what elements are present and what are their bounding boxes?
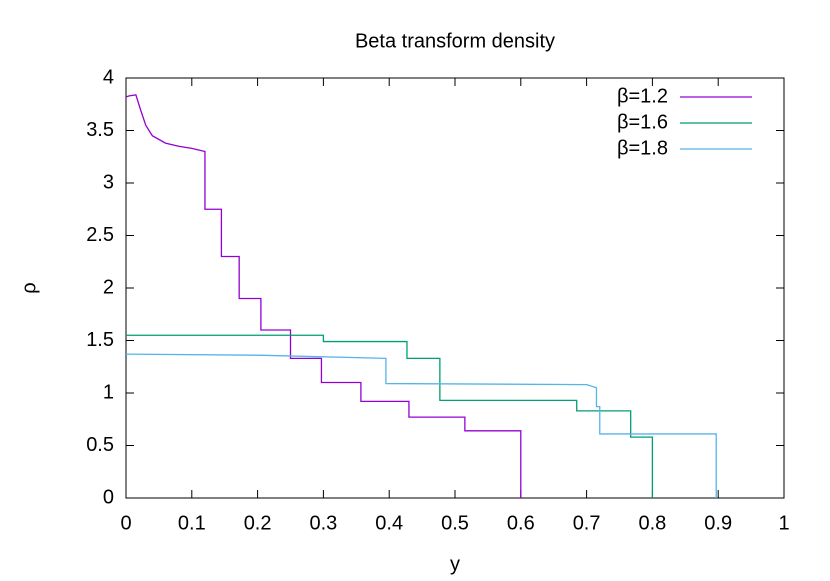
y-tick-label: 1.5 [86, 329, 114, 351]
x-tick-label: 0.4 [375, 512, 403, 534]
y-tick-label: 2 [103, 276, 114, 298]
x-tick-label: 0 [120, 512, 131, 534]
y-tick-label: 0 [103, 486, 114, 508]
x-tick-label: 0.2 [244, 512, 272, 534]
x-tick-label: 0.9 [704, 512, 732, 534]
x-tick-label: 0.6 [507, 512, 535, 534]
x-tick-label: 0.7 [573, 512, 601, 534]
series-line [125, 94, 522, 498]
legend-label: β=1.6 [617, 111, 668, 133]
y-tick-label: 1 [103, 381, 114, 403]
x-axis-label: y [450, 553, 460, 575]
legend-label: β=1.2 [617, 85, 668, 107]
series-line [126, 334, 654, 498]
legend-label: β=1.8 [617, 137, 668, 159]
x-tick-label: 0.1 [178, 512, 206, 534]
y-axis-label: ρ [18, 282, 40, 293]
y-tick-label: 3 [103, 171, 114, 193]
y-tick-label: 4 [103, 66, 114, 88]
chart-title: Beta transform density [355, 30, 555, 52]
series-line [125, 353, 717, 498]
x-tick-label: 0.5 [441, 512, 469, 534]
y-tick-label: 2.5 [86, 224, 114, 246]
x-tick-label: 0.3 [309, 512, 337, 534]
x-tick-label: 0.8 [638, 512, 666, 534]
y-tick-label: 0.5 [86, 434, 114, 456]
plot-frame [125, 77, 785, 499]
y-tick-label: 3.5 [86, 119, 114, 141]
x-tick-label: 1 [778, 512, 789, 534]
